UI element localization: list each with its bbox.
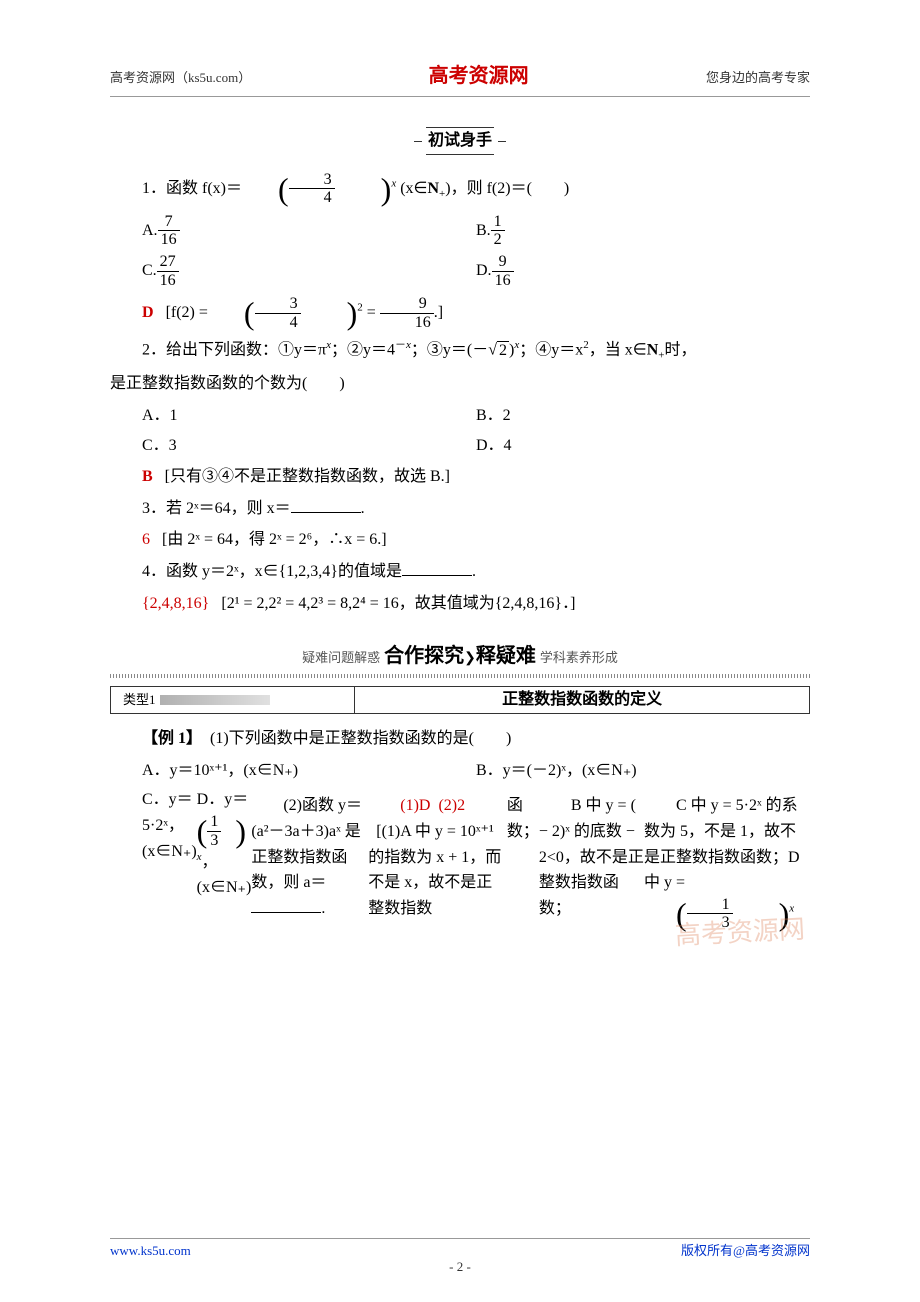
section-title: 初试身手	[426, 127, 494, 155]
q4-answer-value: {2,4,8,16}	[142, 595, 209, 612]
q2-choice-b: B．2	[476, 403, 810, 429]
type-bar-icon	[160, 695, 270, 705]
document-page: 高考资源网（ks5u.com） 高考资源网 您身边的高考专家 初试身手 1．函数…	[0, 0, 920, 1302]
q1-ans-exp: 2	[357, 302, 363, 314]
header-center-logo: 高考资源网	[429, 60, 529, 92]
q1-exponent: x	[391, 177, 396, 189]
section-title-box: 初试身手	[110, 127, 810, 155]
ex1-choice-a: A．y＝10ˣ⁺¹，(x∈N₊)	[142, 758, 476, 784]
header-right: 您身边的高考专家	[706, 68, 810, 89]
sqrt-symbol: √	[488, 342, 497, 359]
q1-ans-frac2: 916	[380, 295, 434, 331]
section-divider: 疑难问题解惑 合作探究❯释疑难 学科素养形成	[110, 640, 810, 678]
ex1-sol2: B 中 y = ( − 2)ˣ 的底数 − 2<0，故不是正整数指数函数；	[539, 793, 644, 932]
q1-choice-a: A.716	[142, 213, 476, 249]
q2-answer-letter: B	[142, 468, 153, 485]
q1-N: N	[427, 179, 439, 196]
page-number: - 2 -	[110, 1257, 810, 1278]
ex1-sol1: [(1)A 中 y = 10ˣ⁺¹ 的指数为 x + 1，而不是 x，故不是正整…	[368, 823, 501, 917]
q3-blank	[291, 497, 361, 513]
ex1-d-fraction: ( 13 )	[197, 813, 246, 849]
q3-answer-text: [由 2ˣ = 64，得 2ˣ = 2⁶，∴x = 6.]	[162, 531, 387, 548]
q1-ans-frac1: ( 34 )	[212, 295, 357, 331]
ex1-sol3-fraction: ( 13 )	[644, 896, 789, 932]
q2-choice-d: D．4	[476, 433, 810, 459]
page-header: 高考资源网（ks5u.com） 高考资源网 您身边的高考专家	[110, 60, 810, 97]
ex1-p2-blank	[251, 897, 321, 913]
q2-choice-c: C．3	[142, 433, 476, 459]
q1-choice-b: B.12	[476, 213, 810, 249]
q1-post3: )，则 f(2)＝( )	[445, 179, 569, 196]
q3-stem: 3．若 2ˣ＝64，则 x＝.	[110, 496, 810, 522]
type-label: 类型1	[123, 690, 156, 711]
q4-stem: 4．函数 y＝2ˣ，x∈{1,2,3,4}的值域是.	[110, 559, 810, 585]
q2-choice-a: A．1	[142, 403, 476, 429]
type-title: 正整数指数函数的定义	[355, 687, 809, 713]
ex1-ans1: (1)D	[400, 797, 430, 814]
q4-blank	[402, 560, 472, 576]
ex1-choice-c: C．y＝5·2ˣ，(x∈N₊)	[142, 787, 197, 938]
ex1-p2: (2)函数 y＝(a²－3a＋3)aˣ 是正整数指数函数，则 a＝.	[251, 793, 368, 932]
ex1-choice-b: B．y＝(－2)ˣ，(x∈N₊)	[476, 758, 810, 784]
q1-choices-row2: C.2716 D.916	[142, 253, 810, 289]
q2-stem: 2．给出下列函数：①y＝πx；②y＝4－x；③y＝(－√2)x；④y＝x2，当 …	[110, 337, 810, 365]
ex1-choice-d: D．y＝ ( 13 ) x，(x∈N₊)	[197, 787, 252, 900]
ex1-sol1b: 函数；	[507, 793, 539, 932]
q2-answer-text: [只有③④不是正整数指数函数，故选 B.]	[165, 468, 450, 485]
q1-choice-d: D.916	[476, 253, 810, 289]
q1-choice-c: C.2716	[142, 253, 476, 289]
ex1-answer-line: (1)D (2)2 [(1)A 中 y = 10ˣ⁺¹ 的指数为 x + 1，而…	[368, 793, 507, 932]
divider-right: 学科素养形成	[540, 650, 618, 665]
divider-main1: 合作探究	[384, 645, 464, 667]
divider-main2: 释疑难	[476, 645, 536, 667]
ex1-p1: 【例 1】 (1)下列函数中是正整数指数函数的是( )	[110, 726, 810, 752]
q1-choices-row1: A.716 B.12	[142, 213, 810, 249]
header-left: 高考资源网（ks5u.com）	[110, 68, 251, 89]
ex1-ans2: (2)2	[438, 797, 465, 814]
ex1-choices-row1: A．y＝10ˣ⁺¹，(x∈N₊) B．y＝(－2)ˣ，(x∈N₊)	[142, 758, 810, 784]
q1-post1: (x∈	[400, 179, 427, 196]
q2-choices-row1: A．1 B．2	[142, 403, 810, 429]
q1-text-pre: 1．函数 f(x)＝	[142, 179, 242, 196]
q1-answer-letter: D	[142, 304, 154, 321]
divider-arrow-icon: ❯	[464, 651, 476, 666]
ex1-label: 【例 1】	[142, 730, 202, 747]
q1-stem: 1．函数 f(x)＝ ( 34 ) x (x∈N+)，则 f(2)＝( )	[110, 171, 810, 207]
type-header-row: 类型1 正整数指数函数的定义	[110, 686, 810, 714]
divider-line	[110, 674, 810, 678]
q1-answer-line: D [f(2) = ( 34 ) 2 = 916.]	[110, 295, 810, 331]
q1-base-fraction: ( 34 )	[246, 171, 391, 207]
q2-stem-line2: 是正整数指数函数的个数为( )	[110, 371, 810, 397]
q4-answer-text: [2¹ = 2,2² = 4,2³ = 8,2⁴ = 16，故其值域为{2,4,…	[221, 595, 575, 612]
page-footer: www.ks5u.com 版权所有@高考资源网 - 2 -	[110, 1238, 810, 1262]
ex1-sol3: C 中 y = 5·2ˣ 的系数为 5，不是 1，故不是正整数指数函数；D 中 …	[644, 793, 810, 932]
q2-answer-line: B [只有③④不是正整数指数函数，故选 B.]	[110, 464, 810, 490]
q4-answer-line: {2,4,8,16} [2¹ = 2,2² = 4,2³ = 8,2⁴ = 16…	[110, 591, 810, 617]
q3-answer-line: 6 [由 2ˣ = 64，得 2ˣ = 2⁶，∴x = 6.]	[110, 527, 810, 553]
divider-left: 疑难问题解惑	[302, 650, 380, 665]
q2-choices-row2: C．3 D．4	[142, 433, 810, 459]
type-label-cell: 类型1	[111, 687, 355, 713]
q3-answer-value: 6	[142, 531, 150, 548]
ex1-choices-row2: C．y＝5·2ˣ，(x∈N₊) D．y＝ ( 13 ) x，(x∈N₊) (2)…	[142, 787, 810, 938]
